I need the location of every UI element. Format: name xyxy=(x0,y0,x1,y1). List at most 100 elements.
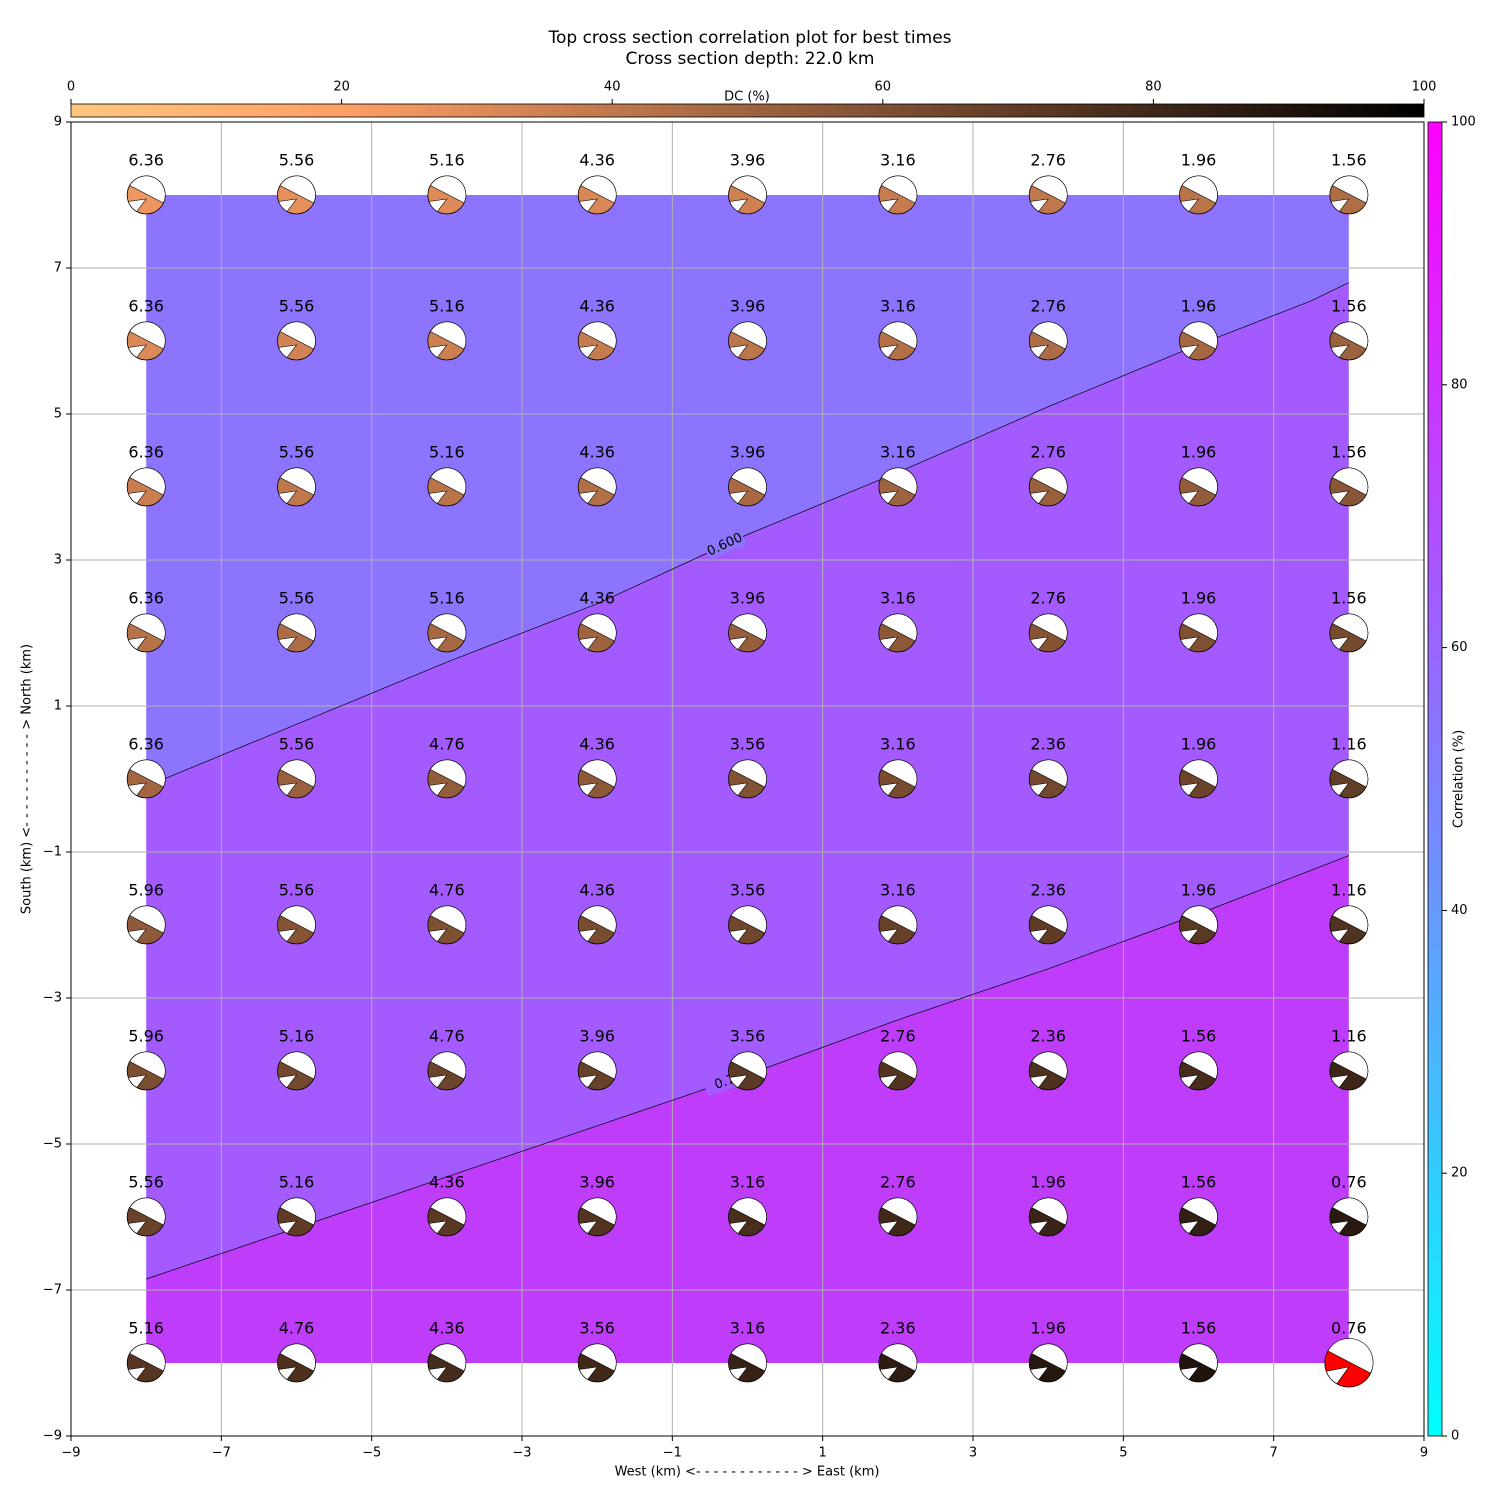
beachball-tension xyxy=(1031,1343,1068,1372)
beachball-tension xyxy=(880,613,918,642)
time-label: 1.56 xyxy=(1181,1319,1217,1338)
beachball-tension xyxy=(129,321,166,350)
beachball-tension xyxy=(1031,759,1068,788)
beachball-tension xyxy=(429,321,467,350)
beachball xyxy=(277,175,316,215)
time-label: 2.76 xyxy=(880,1173,916,1192)
beachball-tension-wedge xyxy=(1330,1074,1350,1088)
beachball xyxy=(728,321,767,361)
time-label: 5.16 xyxy=(279,1027,315,1046)
x-axis-label: West (km) <- - - - - - - - - - - - > Eas… xyxy=(615,1465,880,1480)
beachball-tension xyxy=(730,1343,767,1372)
beachball-tension-wedge xyxy=(1180,198,1200,212)
time-label: 4.36 xyxy=(579,589,615,608)
beachball-tension xyxy=(1327,1338,1374,1374)
beachball-tension xyxy=(730,905,767,934)
beachball-tension-wedge xyxy=(578,928,598,942)
beachball xyxy=(427,321,467,361)
beachball-tension-wedge xyxy=(729,490,749,504)
time-label: 5.16 xyxy=(429,443,465,462)
beachball-tension xyxy=(880,1343,918,1372)
beachball xyxy=(1179,613,1218,653)
beachball xyxy=(1324,1338,1374,1388)
time-label: 1.56 xyxy=(1331,443,1367,462)
time-label: 2.76 xyxy=(1030,589,1066,608)
time-label: 4.36 xyxy=(429,1173,465,1192)
time-label: 5.16 xyxy=(128,1319,164,1338)
beachball-tension-wedge xyxy=(1325,1366,1350,1385)
y-tick-label: 9 xyxy=(54,115,62,130)
beachball-tension-wedge xyxy=(1330,928,1350,942)
beachball-tension xyxy=(279,905,316,934)
beachball-tension-wedge xyxy=(1180,636,1200,650)
y-tick-label: −5 xyxy=(43,1137,62,1152)
time-label: 2.76 xyxy=(880,1027,916,1046)
time-label: 2.36 xyxy=(880,1319,916,1338)
time-label: 2.36 xyxy=(1030,1027,1066,1046)
time-label: 5.56 xyxy=(128,1173,164,1192)
beachball-tension-wedge xyxy=(879,1220,899,1234)
beachball xyxy=(427,759,467,799)
beachball xyxy=(1329,321,1369,361)
beachball-tension xyxy=(580,1343,617,1372)
beachball-tension-wedge xyxy=(278,198,298,212)
beachball-tension xyxy=(580,905,617,934)
beachball xyxy=(878,1343,918,1383)
beachball-tension-wedge xyxy=(578,1366,598,1380)
beachball-tension xyxy=(1331,905,1369,934)
beachball-tension xyxy=(1031,467,1068,496)
beachball-tension xyxy=(730,1051,767,1080)
time-label: 4.36 xyxy=(579,881,615,900)
beachball-tension-wedge xyxy=(1180,490,1200,504)
beachball xyxy=(277,759,316,799)
chart-title: Top cross section correlation plot for b… xyxy=(547,28,951,48)
beachball xyxy=(427,1343,467,1383)
beachball-tension xyxy=(580,613,617,642)
dc-colorbar-tick-label: 0 xyxy=(67,80,75,95)
beachball xyxy=(1329,759,1369,799)
beachball-tension xyxy=(429,1343,467,1372)
time-label: 3.96 xyxy=(730,589,766,608)
beachball-tension-wedge xyxy=(127,1074,147,1088)
beachball xyxy=(1179,759,1218,799)
beachball xyxy=(577,321,617,361)
beachball-tension xyxy=(580,1051,617,1080)
beachball xyxy=(878,759,918,799)
beachball xyxy=(728,175,767,215)
plot-frame xyxy=(70,121,1425,1437)
beachball xyxy=(1179,175,1218,215)
beachball xyxy=(1028,175,1068,215)
beachball-tension xyxy=(1031,905,1068,934)
beachball xyxy=(728,613,767,653)
beachball xyxy=(878,613,918,653)
x-tick-label: 1 xyxy=(819,1446,827,1461)
x-tick-label: 5 xyxy=(1119,1446,1127,1461)
time-label: 3.96 xyxy=(579,1173,615,1192)
beachball-tension-wedge xyxy=(578,782,598,796)
beachball-tension xyxy=(279,467,316,496)
dc-colorbar xyxy=(70,103,1425,118)
beachball xyxy=(728,759,767,799)
beachball-tension-wedge xyxy=(127,490,147,504)
beachball-tension xyxy=(1331,759,1369,788)
time-label: 5.56 xyxy=(279,735,315,754)
beachball-tension-wedge xyxy=(729,636,749,650)
beachball-tension-wedge xyxy=(1029,490,1049,504)
beachball-tension-wedge xyxy=(729,1366,749,1380)
time-label: 1.96 xyxy=(1181,443,1217,462)
beachball xyxy=(878,1197,918,1237)
beachball-tension xyxy=(1181,175,1218,204)
beachball-tension xyxy=(580,467,617,496)
beachball-tension-wedge xyxy=(428,1220,448,1234)
beachball-tension xyxy=(1181,1197,1218,1226)
beachball-tension-wedge xyxy=(428,344,448,358)
beachball xyxy=(1028,1051,1068,1091)
beachball-tension xyxy=(730,321,767,350)
time-label: 0.76 xyxy=(1331,1319,1367,1338)
beachball-tension-wedge xyxy=(428,1074,448,1088)
time-label: 1.56 xyxy=(1331,151,1367,170)
beachball-tension-wedge xyxy=(729,1220,749,1234)
x-tick-label: −7 xyxy=(212,1446,231,1461)
beachball-tension xyxy=(880,905,918,934)
beachball-tension xyxy=(1331,467,1369,496)
